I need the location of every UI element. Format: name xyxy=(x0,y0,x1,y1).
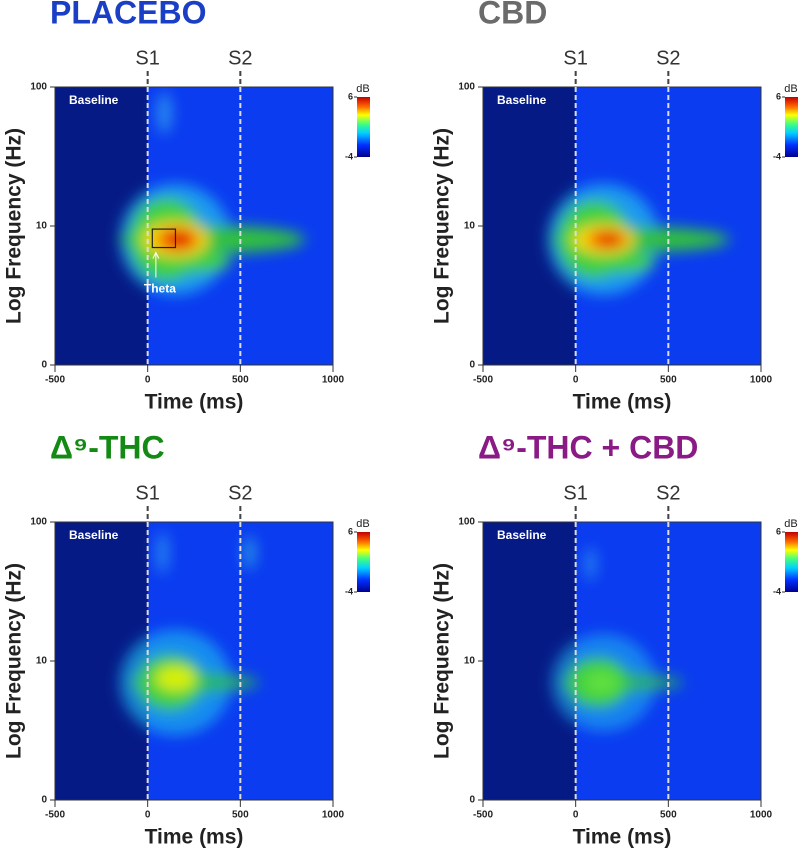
y-tick-label: 10 xyxy=(36,656,48,667)
x-axis-label: Time (ms) xyxy=(145,391,244,414)
y-tick-label: 10 xyxy=(464,656,476,667)
y-tick-label: 100 xyxy=(30,82,47,93)
x-tick-label: 0 xyxy=(573,375,579,386)
colorbar-tick-label: 6 xyxy=(348,526,353,536)
power-blob xyxy=(138,250,232,274)
power-blob xyxy=(164,231,195,248)
x-axis-label: Time (ms) xyxy=(145,826,244,849)
colorbar-label: dB xyxy=(784,518,797,530)
plot-area xyxy=(55,87,333,365)
y-tick-label: 0 xyxy=(469,795,475,806)
x-tick-label: 1000 xyxy=(322,810,345,821)
baseline-label: Baseline xyxy=(69,93,119,107)
power-blobs xyxy=(551,547,684,732)
y-axis-label: Log Frequency (Hz) xyxy=(431,128,454,324)
panel-title: CBD xyxy=(478,0,547,30)
event-label: S2 xyxy=(228,47,252,69)
colorbar-label: dB xyxy=(356,518,369,530)
x-tick-label: 1000 xyxy=(750,810,773,821)
y-tick-label: 10 xyxy=(36,221,48,232)
x-axis-label: Time (ms) xyxy=(573,391,672,414)
y-tick-label: 10 xyxy=(464,221,476,232)
baseline-label: Baseline xyxy=(69,528,119,542)
y-tick-label: 0 xyxy=(41,795,47,806)
colorbar-tick-label: 6 xyxy=(776,91,781,101)
plot-area xyxy=(55,522,333,800)
theta-arrowhead xyxy=(152,251,160,259)
power-blob xyxy=(156,531,169,574)
x-tick-label: 1000 xyxy=(750,375,773,386)
x-tick-label: 0 xyxy=(145,810,151,821)
panel-title: PLACEBO xyxy=(50,0,206,30)
x-tick-label: 500 xyxy=(232,375,249,386)
colorbar-label: dB xyxy=(356,83,369,95)
theta-box xyxy=(151,228,177,249)
x-tick-label: 500 xyxy=(660,375,677,386)
x-tick-label: -500 xyxy=(473,375,493,386)
colorbar-tick-label: 6 xyxy=(776,526,781,536)
plot-area xyxy=(483,87,761,365)
x-tick-label: -500 xyxy=(45,375,65,386)
x-tick-label: 1000 xyxy=(322,375,345,386)
y-axis-label: Log Frequency (Hz) xyxy=(3,563,26,759)
panel-title: Δ⁹-THC xyxy=(50,429,165,465)
colorbar xyxy=(785,532,798,592)
baseline-label: Baseline xyxy=(497,93,547,107)
power-blob xyxy=(155,665,196,691)
event-label: S1 xyxy=(135,47,159,69)
colorbar xyxy=(357,532,370,592)
plot-area xyxy=(483,522,761,800)
x-tick-label: 0 xyxy=(145,375,151,386)
power-blob xyxy=(570,250,656,274)
x-tick-label: 0 xyxy=(573,810,579,821)
event-label: S1 xyxy=(563,482,587,504)
power-blob xyxy=(244,536,256,570)
y-axis-label: Log Frequency (Hz) xyxy=(431,563,454,759)
baseline-label: Baseline xyxy=(497,528,547,542)
event-label: S2 xyxy=(656,47,680,69)
colorbar-tick-label: -4 xyxy=(345,151,353,161)
y-tick-label: 0 xyxy=(469,360,475,371)
y-tick-label: 0 xyxy=(41,360,47,371)
colorbar-tick-label: 6 xyxy=(348,91,353,101)
power-blob xyxy=(596,232,622,247)
power-blob xyxy=(156,92,172,134)
x-tick-label: -500 xyxy=(45,810,65,821)
event-label: S2 xyxy=(656,482,680,504)
panel: CBD Baseline S1 S2 -500 0 500 1000 0 10 100 Time (m… xyxy=(431,0,798,414)
event-label: S1 xyxy=(563,47,587,69)
y-tick-label: 100 xyxy=(458,82,475,93)
colorbar-tick-label: -4 xyxy=(773,586,781,596)
x-tick-label: 500 xyxy=(660,810,677,821)
panel: Δ⁹-THC + CBD Baseline S1 S2 -500 0 500 1000 0 10 1… xyxy=(431,429,798,849)
x-tick-label: 500 xyxy=(232,810,249,821)
y-tick-label: 100 xyxy=(30,517,47,528)
panel: PLACEBO Baseline S1 S2 -500 0 500 1000 0 10 100 Tim… xyxy=(3,0,370,414)
colorbar xyxy=(357,97,370,157)
event-label: S2 xyxy=(228,482,252,504)
event-label: S1 xyxy=(135,482,159,504)
colorbar-tick-label: -4 xyxy=(773,151,781,161)
y-tick-label: 100 xyxy=(458,517,475,528)
x-axis-label: Time (ms) xyxy=(573,826,672,849)
panel-title: Δ⁹-THC + CBD xyxy=(478,429,698,465)
panel: Δ⁹-THC Baseline S1 S2 -500 0 500 1000 0 10 100 Time… xyxy=(3,429,370,849)
theta-label: Theta xyxy=(144,282,176,296)
colorbar-label: dB xyxy=(784,83,797,95)
y-axis-label: Log Frequency (Hz) xyxy=(3,128,26,324)
power-blob xyxy=(584,547,597,581)
x-tick-label: -500 xyxy=(473,810,493,821)
colorbar xyxy=(785,97,798,157)
power-blob xyxy=(584,671,619,694)
colorbar-tick-label: -4 xyxy=(345,586,353,596)
